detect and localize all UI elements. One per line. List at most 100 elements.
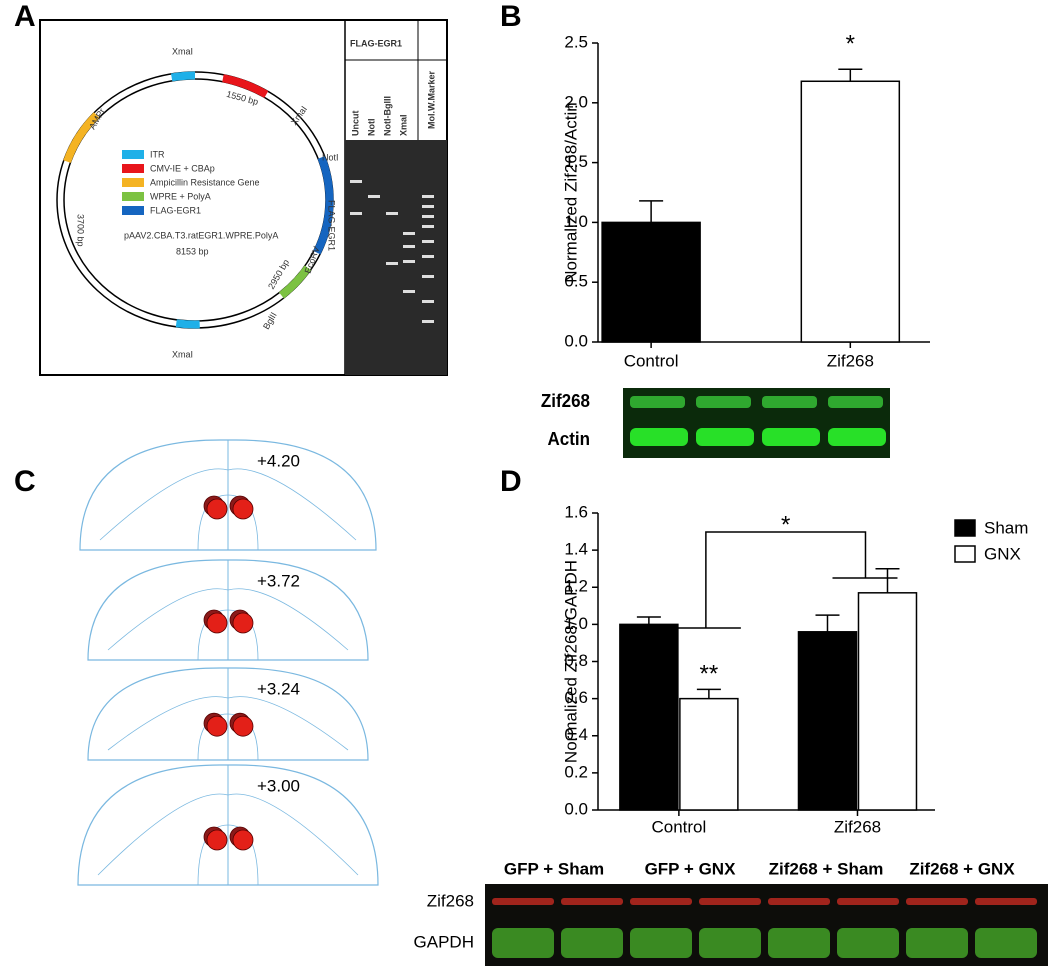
- blot-column-label: Zif268 + Sham: [769, 859, 884, 878]
- plasmid-segment: [278, 265, 312, 299]
- gel-band: [403, 260, 415, 263]
- section-contour: [197, 713, 259, 761]
- plasmid-segment: [175, 319, 200, 329]
- bar: [800, 80, 901, 343]
- y-tick-label: 0.8: [564, 651, 588, 670]
- section-contour: [197, 609, 259, 661]
- gel-band: [422, 240, 434, 243]
- y-tick-label: 1.5: [564, 152, 588, 171]
- blot-band: [561, 928, 623, 958]
- blot-band: [492, 898, 554, 905]
- gel-lane-label: NotI-BglII: [382, 96, 392, 136]
- gel-band: [422, 225, 434, 228]
- gel-band: [386, 262, 398, 265]
- label: pAAV2.CBA.T3.ratEGR1.WPRE.PolyA: [124, 230, 278, 240]
- y-tick-label: 0.4: [564, 725, 588, 744]
- blot-column-label: GFP + Sham: [504, 859, 604, 878]
- legend-swatch: [122, 150, 144, 159]
- injection-site: [206, 498, 228, 520]
- gel-band: [350, 212, 362, 215]
- section-label: +3.72: [257, 571, 300, 590]
- y-tick-label: 2.5: [564, 32, 588, 51]
- injection-site: [232, 829, 254, 851]
- label: NotI: [322, 152, 339, 162]
- gel-band: [403, 290, 415, 293]
- legend-swatch: [122, 164, 144, 173]
- blot-band: [762, 428, 820, 446]
- y-tick-label: 0.5: [564, 272, 588, 291]
- legend-swatch: [954, 545, 976, 563]
- blot-band: [975, 928, 1037, 958]
- blot-row-label: Zif268: [541, 390, 590, 411]
- blot-column-label: Zif268 + GNX: [909, 859, 1015, 878]
- blot-band: [906, 928, 968, 958]
- section-contour: [197, 494, 259, 551]
- plasmid-segment: [63, 112, 100, 163]
- bar: [601, 221, 701, 343]
- panel-label: B: [500, 0, 522, 33]
- legend-label: GNX: [984, 544, 1021, 563]
- gel-band: [422, 205, 434, 208]
- blot-band: [837, 898, 899, 905]
- y-tick-label: 0.0: [564, 331, 588, 350]
- panel-label: A: [14, 0, 36, 33]
- gel-band: [386, 212, 398, 215]
- gel-band: [350, 180, 362, 183]
- x-tick-label: Zif268: [827, 351, 874, 370]
- plasmid-segment: [170, 71, 196, 82]
- panel-label: D: [500, 465, 522, 498]
- injection-site: [232, 715, 254, 737]
- y-tick-label: 1.0: [564, 212, 588, 231]
- blot-row-label: Actin: [548, 428, 590, 449]
- blot-band: [630, 928, 692, 958]
- blot-band: [762, 396, 817, 408]
- injection-site: [232, 498, 254, 520]
- bar: [857, 592, 918, 811]
- label: 3700 bp: [76, 214, 86, 247]
- section-label: +3.24: [257, 679, 300, 698]
- blot-band: [906, 898, 968, 905]
- blot-band: [696, 428, 754, 446]
- injection-site: [232, 612, 254, 634]
- gel-band: [422, 275, 434, 278]
- injection-site: [206, 829, 228, 851]
- blot-band: [696, 396, 751, 408]
- y-axis-label: Normalized Zif268/GAPDH: [561, 560, 580, 763]
- blot-band: [768, 898, 830, 905]
- blot-band: [699, 898, 761, 905]
- y-tick-label: 0.2: [564, 762, 588, 781]
- legend-swatch: [122, 192, 144, 201]
- legend-swatch: [122, 206, 144, 215]
- section-contour: [197, 824, 259, 886]
- label: WPRE + PolyA: [150, 191, 211, 201]
- y-tick-label: 1.6: [564, 502, 588, 521]
- blot-band: [837, 928, 899, 958]
- gel-band: [368, 195, 380, 198]
- significance: *: [846, 31, 855, 58]
- section-label: +4.20: [257, 451, 300, 470]
- y-tick-label: 0.0: [564, 799, 588, 818]
- gel-title: FLAG-EGR1: [350, 38, 402, 48]
- y-tick-label: 1.4: [564, 540, 588, 559]
- blot-band: [630, 396, 685, 408]
- y-axis-label: Normalized Zif268/Actin: [561, 102, 580, 282]
- label: ITR: [150, 149, 165, 159]
- section-contour: [97, 793, 359, 876]
- legend-label: Sham: [984, 518, 1028, 537]
- gel-lane-label: XmaI: [398, 114, 408, 136]
- blot-band: [768, 928, 830, 958]
- label: CMV-IE + CBAp: [150, 163, 215, 173]
- x-tick-label: Control: [651, 817, 706, 836]
- plasmid-segment: [222, 74, 269, 98]
- gel-lane-label: Uncut: [350, 111, 360, 137]
- gel-lane-label: NotI: [366, 119, 376, 137]
- significance: *: [781, 511, 790, 538]
- legend-swatch: [122, 178, 144, 187]
- y-tick-label: 1.2: [564, 577, 588, 596]
- blot-band: [561, 898, 623, 905]
- section-contour: [99, 468, 357, 541]
- blot-band: [630, 898, 692, 905]
- legend-swatch: [954, 519, 976, 537]
- gel-band: [422, 215, 434, 218]
